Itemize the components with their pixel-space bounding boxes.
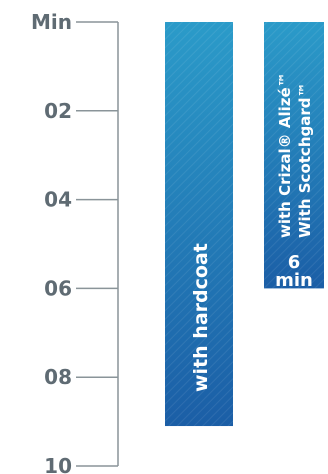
bar-label-crizal-line2: With Scotchgard™ [296, 83, 314, 239]
bar-with-crizal-texture [264, 22, 324, 289]
bar-with-hardcoat-texture [165, 22, 233, 427]
bar-label-with-hardcoat: with hardcoat [190, 243, 212, 392]
bar-value-crizal-number: 6 [288, 252, 301, 273]
y-tick-label: 08 [44, 365, 72, 389]
y-tick-label: 06 [44, 276, 72, 300]
y-tick-label: 04 [44, 188, 72, 212]
bar-value-crizal-unit: min [275, 270, 313, 291]
y-tick-label: 10 [44, 454, 72, 474]
y-tick-label: Min [31, 10, 72, 34]
bar-label-crizal-line1: with Crizal® Alizé™ [276, 72, 294, 238]
y-tick-label: 02 [44, 99, 72, 123]
